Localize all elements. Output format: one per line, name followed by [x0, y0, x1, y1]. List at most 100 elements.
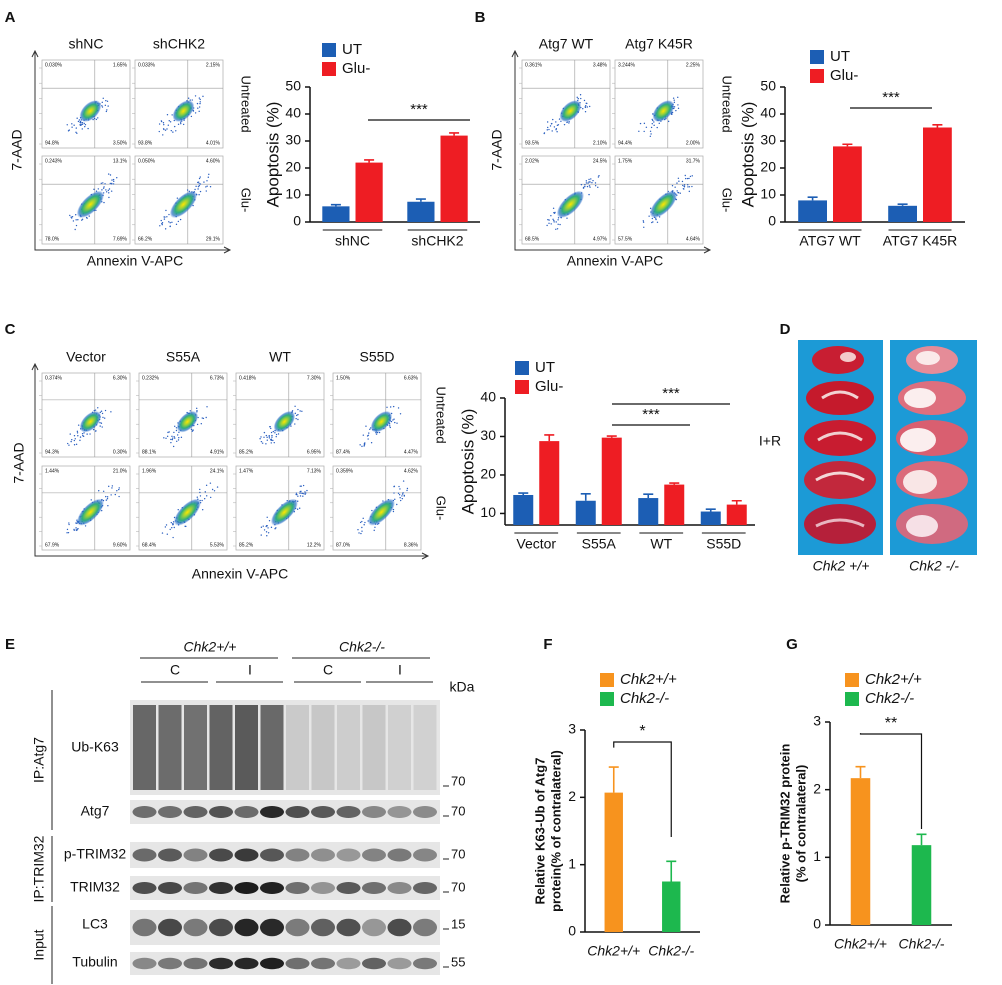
event-dot — [68, 523, 70, 526]
event-dot — [597, 176, 600, 178]
event-dot — [273, 441, 275, 444]
event-dot — [365, 425, 367, 427]
event-dot — [553, 221, 555, 223]
quadrant-percent: 2.25% — [686, 62, 701, 68]
event-dot — [297, 418, 299, 421]
event-dot — [205, 416, 207, 419]
event-dot — [110, 190, 113, 192]
quadrant-percent: 93.8% — [138, 140, 153, 146]
event-dot — [398, 485, 400, 488]
quadrant-percent: 4.62% — [404, 468, 419, 474]
event-dot — [266, 436, 268, 439]
quadrant-percent: 5.53% — [210, 542, 225, 548]
quadrant-percent: 4.01% — [206, 140, 221, 146]
x-tick-label: Chk2+/+ — [834, 936, 887, 952]
event-dot — [265, 443, 267, 445]
event-dot — [198, 194, 200, 196]
event-dot — [108, 188, 111, 190]
event-dot — [548, 219, 550, 221]
quadrant-percent: 1.65% — [113, 62, 128, 68]
blot-band — [362, 882, 386, 894]
event-dot — [197, 181, 199, 184]
density-blob — [79, 100, 102, 122]
event-dot — [105, 110, 108, 113]
blot-band — [311, 848, 335, 862]
event-dot — [653, 121, 655, 123]
blot-smear — [388, 705, 411, 790]
event-dot — [359, 444, 361, 446]
event-dot — [79, 439, 81, 442]
event-dot — [594, 185, 597, 187]
event-dot — [597, 186, 599, 189]
event-dot — [71, 215, 74, 218]
event-dot — [75, 131, 77, 133]
event-dot — [584, 106, 587, 109]
event-dot — [271, 436, 273, 438]
event-dot — [304, 491, 306, 493]
event-dot — [171, 437, 174, 439]
event-dot — [102, 490, 105, 493]
axis-arrow — [31, 362, 430, 560]
event-dot — [587, 182, 589, 184]
event-dot — [553, 126, 556, 128]
event-dot — [106, 498, 109, 500]
event-dot — [548, 128, 550, 131]
event-dot — [173, 125, 176, 128]
plot-frame — [41, 59, 131, 149]
event-dot — [649, 135, 652, 137]
event-dot — [98, 490, 100, 492]
density-blob — [652, 100, 675, 122]
event-dot — [173, 436, 175, 438]
blot-band — [158, 806, 182, 818]
event-dot — [95, 430, 97, 432]
event-dot — [688, 177, 690, 180]
quadrant-percent: 4.97% — [593, 236, 608, 242]
event-dot — [172, 445, 175, 448]
event-dot — [112, 178, 115, 181]
event-dot — [691, 175, 693, 177]
event-dot — [118, 488, 120, 491]
event-dot — [75, 443, 78, 446]
event-dot — [294, 405, 296, 407]
event-dot — [265, 525, 268, 527]
y-tick-label: 0 — [768, 213, 776, 229]
y-tick-label: 10 — [285, 186, 301, 202]
event-dot — [676, 182, 678, 184]
legend-label: Glu- — [535, 378, 563, 395]
event-dot — [295, 492, 298, 494]
event-dot — [403, 495, 405, 497]
blot-band — [158, 918, 182, 937]
event-dot — [114, 493, 117, 496]
event-dot — [301, 410, 303, 412]
blot-band — [311, 882, 335, 894]
event-dot — [272, 439, 274, 442]
density-blob — [76, 498, 104, 526]
event-dot — [84, 525, 87, 527]
plot-frame — [138, 372, 228, 458]
bar — [700, 511, 721, 525]
event-dot — [557, 223, 559, 225]
event-dot — [84, 124, 87, 126]
event-dot — [389, 425, 391, 427]
x-tick-label: Chk2-/- — [648, 943, 694, 959]
event-dot — [102, 182, 104, 184]
panel-letter: G — [786, 636, 798, 653]
blot-band — [132, 806, 157, 818]
event-dot — [199, 101, 201, 103]
event-dot — [104, 183, 106, 185]
event-dot — [369, 428, 371, 431]
event-dot — [76, 132, 78, 135]
event-dot — [550, 123, 553, 125]
event-dot — [182, 123, 185, 126]
event-dot — [393, 485, 395, 488]
event-dot — [167, 431, 169, 434]
event-dot — [169, 528, 171, 531]
density-blob — [273, 410, 296, 433]
event-dot — [691, 185, 693, 188]
section-label: Input — [31, 929, 47, 960]
event-dot — [185, 525, 187, 528]
x-tick-label: Chk2+/+ — [587, 943, 640, 959]
event-dot — [158, 123, 161, 125]
genotype-label: Chk2 -/- — [909, 558, 959, 574]
event-dot — [651, 217, 654, 220]
